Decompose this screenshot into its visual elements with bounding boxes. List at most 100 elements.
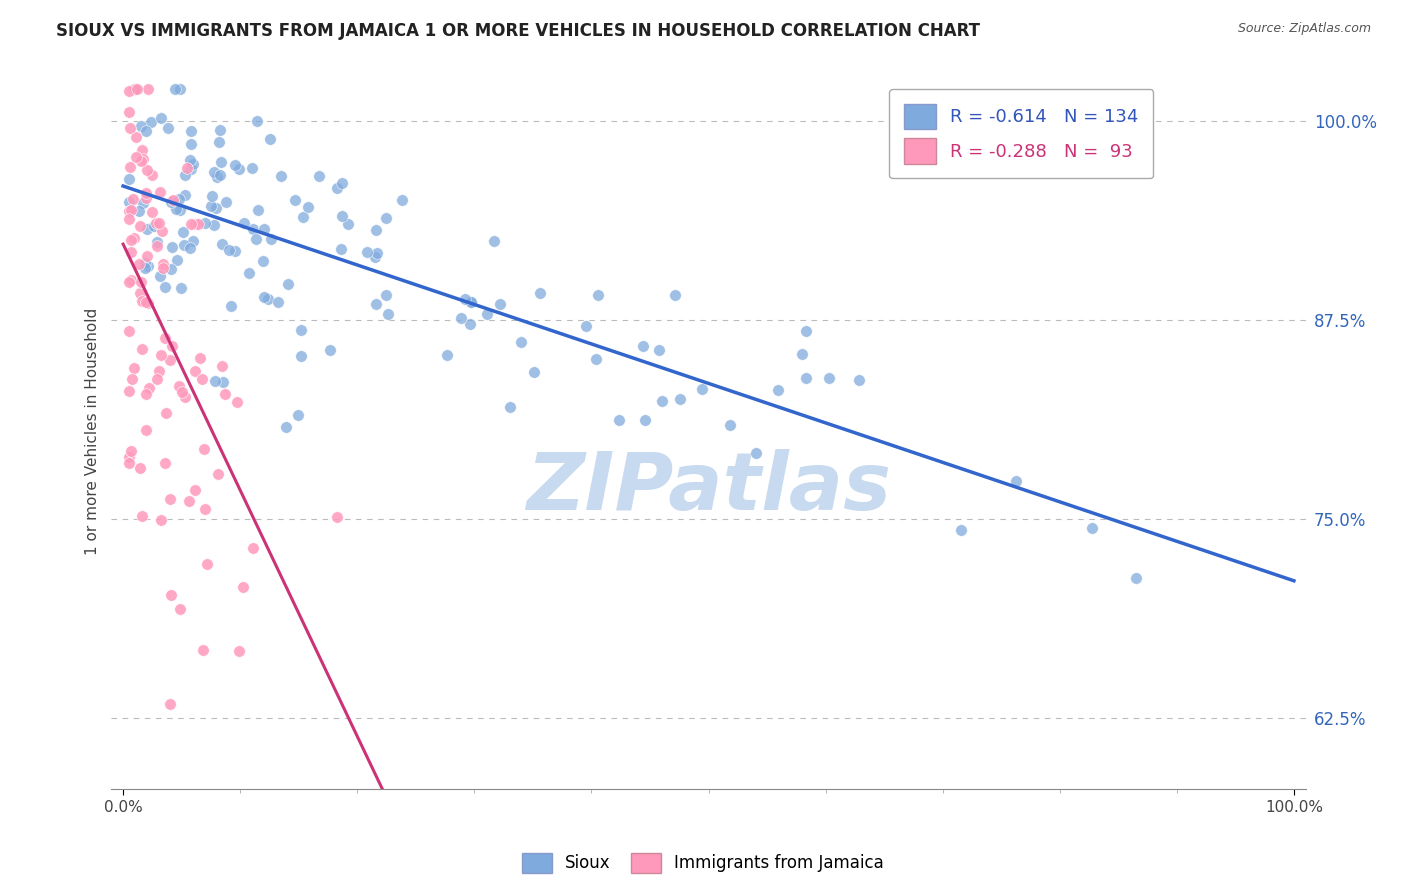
Point [157, 120, 180, 135]
Point [377, 307, 399, 321]
Point [128, 219, 150, 233]
Point [160, 240, 183, 254]
Point [669, 392, 692, 406]
Point [607, 413, 630, 427]
Point [132, 152, 155, 166]
Point [135, 190, 157, 204]
Point [118, 204, 141, 219]
Point [326, 509, 349, 524]
Point [257, 293, 280, 307]
Point [766, 383, 789, 397]
Point [482, 235, 505, 249]
Point [131, 144, 153, 158]
Point [131, 275, 153, 289]
Point [297, 200, 319, 214]
Point [169, 379, 191, 393]
Point [143, 219, 166, 234]
Point [131, 509, 153, 524]
Point [136, 259, 159, 273]
Point [364, 297, 387, 311]
Point [183, 217, 205, 231]
Point [174, 188, 197, 202]
Point [246, 114, 269, 128]
Point [585, 351, 607, 366]
Point [631, 339, 654, 353]
Point [141, 168, 163, 182]
Point [180, 161, 202, 176]
Point [135, 163, 157, 178]
Point [290, 349, 312, 363]
Point [118, 456, 141, 470]
Point [121, 372, 143, 386]
Point [160, 195, 183, 210]
Point [191, 372, 214, 386]
Point [166, 202, 188, 216]
Point [228, 162, 250, 177]
Legend: R = -0.614   N = 134, R = -0.288   N =  93: R = -0.614 N = 134, R = -0.288 N = 93 [889, 89, 1153, 178]
Point [233, 216, 256, 230]
Point [214, 387, 236, 401]
Point [166, 252, 188, 267]
Point [169, 192, 191, 206]
Point [259, 132, 281, 146]
Point [149, 111, 172, 125]
Point [120, 202, 142, 217]
Point [193, 642, 215, 657]
Point [122, 361, 145, 376]
Point [436, 348, 458, 362]
Point [260, 232, 283, 246]
Point [246, 202, 269, 217]
Point [208, 135, 231, 149]
Point [129, 460, 152, 475]
Point [139, 114, 162, 128]
Point [162, 339, 184, 353]
Point [118, 84, 141, 98]
Point [180, 124, 202, 138]
Point [174, 390, 197, 404]
Point [337, 217, 360, 231]
Point [1081, 521, 1104, 535]
Point [146, 239, 169, 253]
Point [136, 82, 159, 96]
Point [458, 317, 481, 331]
Point [118, 105, 141, 120]
Point [209, 155, 232, 169]
Point [848, 373, 870, 387]
Point [180, 137, 202, 152]
Point [135, 423, 157, 437]
Point [188, 351, 211, 366]
Point [118, 324, 141, 338]
Point [194, 502, 217, 516]
Point [232, 580, 254, 594]
Point [148, 364, 170, 378]
Point [124, 82, 146, 96]
Point [200, 199, 222, 213]
Point [118, 212, 141, 227]
Point [153, 456, 176, 470]
Point [242, 222, 264, 236]
Point [159, 697, 181, 711]
Point [120, 273, 142, 287]
Point [148, 216, 170, 230]
Point [523, 365, 546, 379]
Point [153, 331, 176, 345]
Point [173, 238, 195, 252]
Point [226, 395, 249, 409]
Text: Source: ZipAtlas.com: Source: ZipAtlas.com [1237, 22, 1371, 36]
Point [330, 242, 353, 256]
Point [718, 417, 741, 432]
Point [128, 203, 150, 218]
Point [179, 153, 201, 167]
Point [648, 343, 671, 358]
Point [266, 295, 288, 310]
Point [172, 385, 194, 400]
Point [224, 158, 246, 172]
Point [170, 281, 193, 295]
Point [588, 288, 610, 302]
Point [122, 82, 145, 96]
Point [238, 266, 260, 280]
Point [184, 483, 207, 497]
Point [664, 288, 686, 302]
Point [135, 295, 157, 310]
Point [149, 513, 172, 527]
